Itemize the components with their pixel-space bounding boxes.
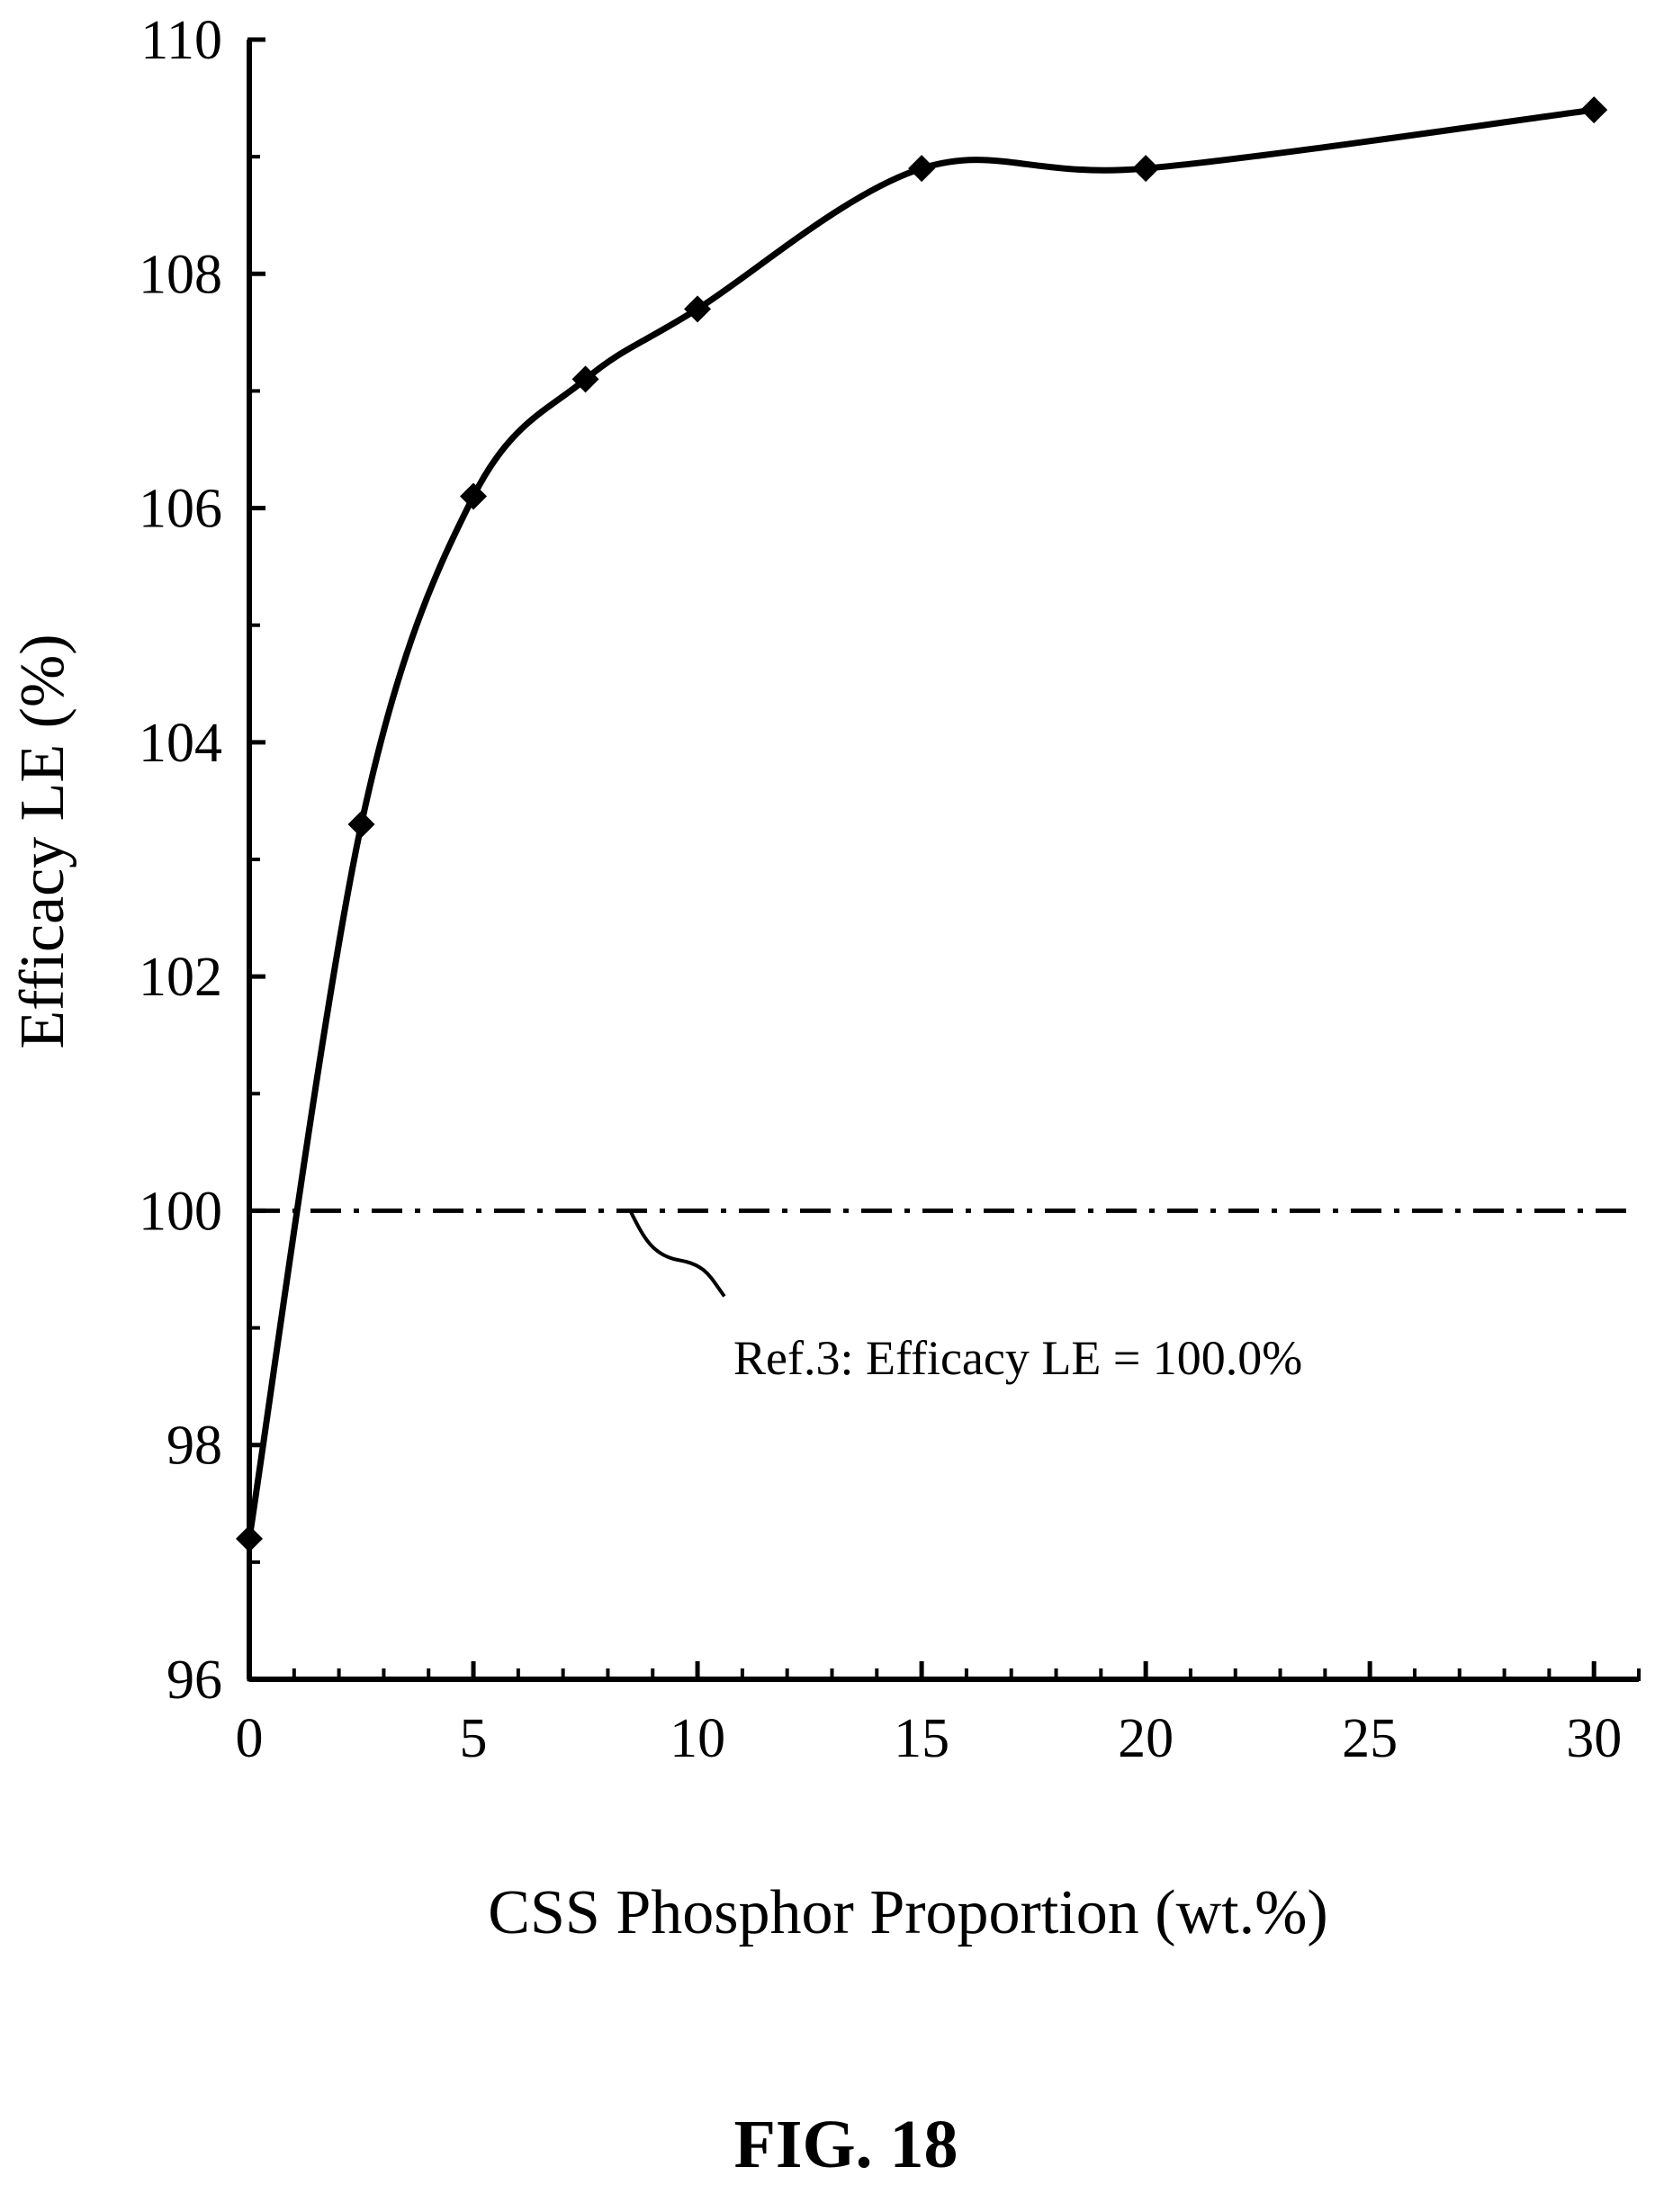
- data-point-marker: [684, 295, 712, 323]
- y-tick-label: 106: [139, 479, 222, 540]
- y-tick-label: 102: [139, 947, 222, 1008]
- data-point-marker: [1132, 155, 1160, 183]
- axes: [247, 40, 1639, 1682]
- data-point-marker: [908, 155, 936, 183]
- data-point-marker: [460, 482, 488, 510]
- y-tick-label: 98: [166, 1416, 222, 1477]
- x-tick-label: 10: [670, 1708, 725, 1769]
- data-point-marker: [236, 1524, 263, 1552]
- data-point-marker: [1580, 96, 1608, 124]
- data-point-marker: [347, 810, 375, 838]
- figure-caption: FIG. 18: [733, 2107, 958, 2182]
- reference-leader-line: [628, 1209, 726, 1298]
- y-tick-label: 110: [140, 10, 222, 71]
- x-tick-label: 20: [1118, 1708, 1174, 1769]
- x-tick-label: 30: [1566, 1708, 1622, 1769]
- x-tick-label: 15: [894, 1708, 949, 1769]
- y-tick-label: 104: [139, 713, 222, 774]
- y-tick-label: 96: [166, 1650, 222, 1711]
- data-point-marker: [571, 365, 599, 393]
- x-tick-label: 0: [236, 1708, 264, 1769]
- axis-ticks: [247, 37, 1641, 1682]
- tick-labels: 96 98 100 102 104 106 108 110 0 5 10 15 20 25 30: [139, 10, 1622, 1769]
- x-axis-title: CSS Phosphor Proportion (wt.%): [488, 1878, 1327, 1947]
- y-tick-label: 108: [139, 244, 222, 305]
- y-axis-title: Efficacy LE (%): [8, 634, 77, 1048]
- reference-line-label: Ref.3: Efficacy LE = 100.0%: [733, 1331, 1302, 1385]
- reference-line-group: [249, 1208, 1639, 1298]
- series-line: [246, 106, 1595, 1540]
- x-tick-label: 5: [460, 1708, 488, 1769]
- x-tick-label: 25: [1342, 1708, 1398, 1769]
- series-group: [236, 96, 1608, 1552]
- y-tick-label: 100: [139, 1181, 222, 1242]
